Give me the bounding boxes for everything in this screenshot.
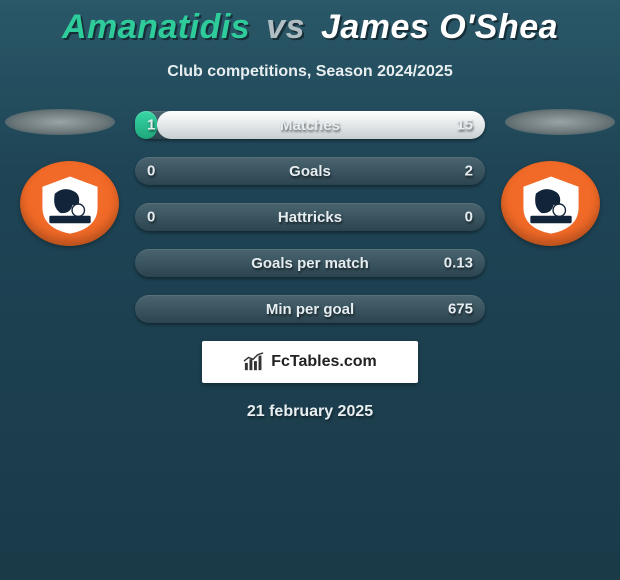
- stat-label: Hattricks: [278, 209, 342, 226]
- stat-value-right: 0.13: [444, 255, 473, 272]
- chart-icon: [243, 352, 265, 372]
- stat-value-right: 15: [456, 117, 473, 134]
- watermark-text: FcTables.com: [271, 353, 377, 371]
- club-crest-icon: [35, 173, 105, 235]
- stat-label: Goals: [289, 163, 331, 180]
- stat-value-left: 1: [147, 117, 155, 134]
- stat-bars: 1 15 Matches 0 2 Goals 0 0 Hattricks 0.13 Goals pe…: [135, 109, 485, 323]
- club-badge-right: [501, 161, 600, 246]
- stat-value-right: 2: [465, 163, 473, 180]
- stat-row: 0.13 Goals per match: [135, 249, 485, 277]
- stat-value-left: 0: [147, 209, 155, 226]
- club-crest-icon: [516, 173, 586, 235]
- comparison-title: Amanatidis vs James O'Shea: [0, 0, 620, 47]
- shadow-ellipse-left: [5, 109, 115, 135]
- watermark: FcTables.com: [202, 341, 418, 383]
- subtitle: Club competitions, Season 2024/2025: [0, 63, 620, 81]
- stat-row: 0 0 Hattricks: [135, 203, 485, 231]
- stat-label: Matches: [280, 117, 340, 134]
- stat-value-right: 0: [465, 209, 473, 226]
- stat-value-left: 0: [147, 163, 155, 180]
- stat-row: 0 2 Goals: [135, 157, 485, 185]
- stats-stage: 1 15 Matches 0 2 Goals 0 0 Hattricks 0.13 Goals pe…: [0, 109, 620, 323]
- stat-row: 1 15 Matches: [135, 111, 485, 139]
- stat-row: 675 Min per goal: [135, 295, 485, 323]
- vs-text: vs: [266, 8, 305, 46]
- shadow-ellipse-right: [505, 109, 615, 135]
- date: 21 february 2025: [0, 403, 620, 421]
- player2-name: James O'Shea: [321, 8, 558, 46]
- stat-value-right: 675: [448, 301, 473, 318]
- player1-name: Amanatidis: [62, 8, 250, 46]
- club-badge-left: [20, 161, 119, 246]
- stat-label: Goals per match: [251, 255, 369, 272]
- stat-label: Min per goal: [266, 301, 354, 318]
